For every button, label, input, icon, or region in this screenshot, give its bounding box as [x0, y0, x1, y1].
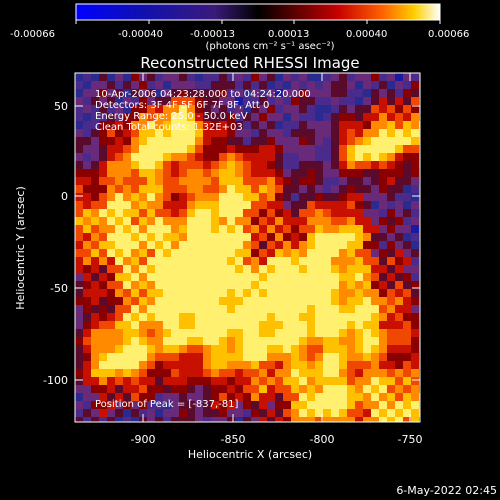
plot-frame — [74, 72, 421, 423]
peak-position: Position of Peak = [-837,-81] — [95, 399, 239, 410]
colorbar-tick-label: 0.00013 — [268, 29, 309, 40]
colorbar-ticks — [75, 20, 441, 24]
x-tick-label: -800 — [310, 433, 335, 446]
y-axis-label: Heliocentric Y (arcsec) — [14, 186, 27, 310]
rhessi-image — [75, 73, 420, 422]
colorbar-tick-label: -0.00040 — [118, 29, 163, 40]
x-tick-label: -750 — [398, 433, 423, 446]
colorbar-tick-label: 0.00066 — [428, 29, 469, 40]
x-axis-label: Heliocentric X (arcsec) — [188, 448, 312, 461]
colorbar-units: (photons cm⁻² s⁻¹ asec⁻²) — [205, 41, 334, 52]
y-tick-label: -100 — [43, 374, 68, 387]
plot-title: Reconstructed RHESSI Image — [140, 54, 359, 72]
colorbar-tick-label: -0.00066 — [10, 29, 55, 40]
y-tick-label: 50 — [54, 100, 68, 113]
info-detectors: Detectors: 3F 4F 5F 6F 7F 8F, Att 0 — [95, 100, 269, 111]
colorbar-tick-label: -0.00013 — [190, 29, 235, 40]
x-tick-label: -900 — [131, 433, 156, 446]
axis-ticks — [75, 73, 420, 422]
footer-date: 6-May-2022 02:45 — [396, 484, 497, 497]
colorbar-tick-label: 0.00040 — [346, 29, 387, 40]
info-clean-counts: Clean Total counts: 1.32E+03 — [95, 122, 243, 133]
y-tick-label: -50 — [50, 282, 68, 295]
info-time-range: 10-Apr-2006 04:23:28.000 to 04:24:20.000 — [95, 89, 311, 100]
x-tick-label: -850 — [221, 433, 246, 446]
colorbar — [75, 3, 441, 21]
info-energy-range: Energy Range: 25.0 - 50.0 keV — [95, 111, 248, 122]
y-tick-label: 0 — [61, 190, 68, 203]
